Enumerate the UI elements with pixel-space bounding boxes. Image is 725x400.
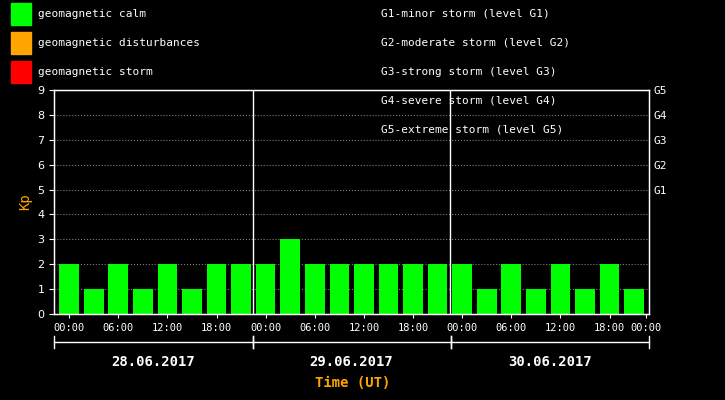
Bar — [624, 289, 644, 314]
Bar — [59, 264, 79, 314]
Bar — [133, 289, 153, 314]
Text: 29.06.2017: 29.06.2017 — [310, 355, 394, 369]
Bar — [452, 264, 472, 314]
Bar — [526, 289, 546, 314]
Bar — [207, 264, 226, 314]
Bar — [477, 289, 497, 314]
Bar — [575, 289, 594, 314]
Text: G5-extreme storm (level G5): G5-extreme storm (level G5) — [381, 124, 563, 134]
Bar — [330, 264, 349, 314]
Bar — [550, 264, 571, 314]
Bar — [231, 264, 251, 314]
Text: G1-minor storm (level G1): G1-minor storm (level G1) — [381, 9, 550, 19]
Bar — [281, 239, 300, 314]
Text: geomagnetic calm: geomagnetic calm — [38, 9, 146, 19]
Bar — [157, 264, 177, 314]
Bar — [256, 264, 276, 314]
Text: G2-moderate storm (level G2): G2-moderate storm (level G2) — [381, 38, 570, 48]
Text: geomagnetic storm: geomagnetic storm — [38, 67, 153, 77]
Bar — [378, 264, 398, 314]
Text: 30.06.2017: 30.06.2017 — [508, 355, 592, 369]
Text: Time (UT): Time (UT) — [315, 376, 391, 390]
Bar — [182, 289, 202, 314]
Bar — [84, 289, 104, 314]
Bar — [502, 264, 521, 314]
Bar — [354, 264, 373, 314]
Bar — [600, 264, 619, 314]
Y-axis label: Kp: Kp — [18, 194, 32, 210]
Bar — [403, 264, 423, 314]
Bar — [109, 264, 128, 314]
Text: geomagnetic disturbances: geomagnetic disturbances — [38, 38, 200, 48]
Bar — [428, 264, 447, 314]
Text: 28.06.2017: 28.06.2017 — [112, 355, 195, 369]
Bar — [305, 264, 325, 314]
Text: G3-strong storm (level G3): G3-strong storm (level G3) — [381, 67, 556, 77]
Text: G4-severe storm (level G4): G4-severe storm (level G4) — [381, 95, 556, 105]
